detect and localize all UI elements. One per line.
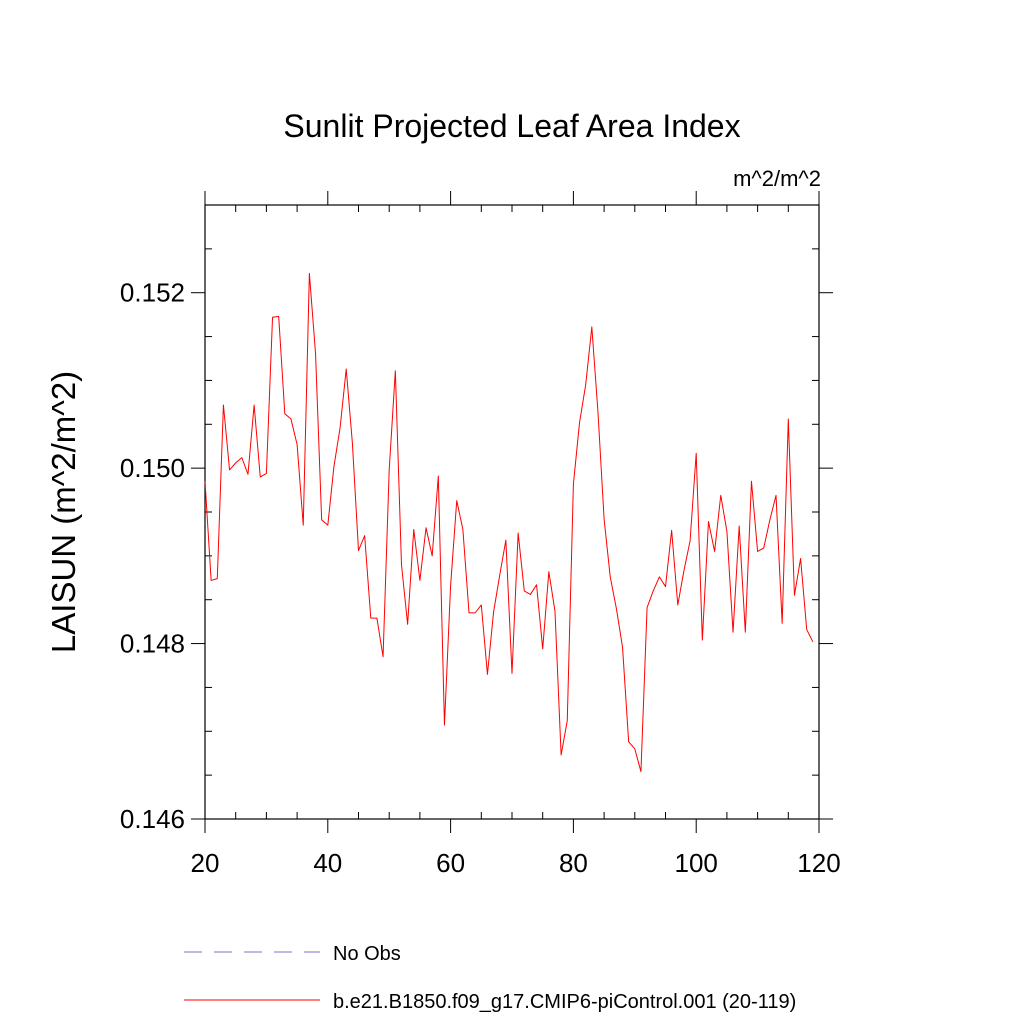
tick-labels: 20 40 60 80 100 120 0.146 0.148 0.150 0.152 [120,278,841,878]
legend: No Obs b.e21.B1850.f09_g17.CMIP6-piContro… [184,943,796,1013]
legend-label-2: b.e21.B1850.f09_g17.CMIP6-piControl.001 … [333,991,796,1013]
y-tick-label: 0.150 [120,453,185,483]
y-tick-label: 0.148 [120,629,185,659]
y-axis-label: LAISUN (m^2/m^2) [45,371,82,653]
units-label: m^2/m^2 [733,166,821,191]
y-tick-label: 0.146 [120,804,185,834]
x-tick-label: 60 [436,848,465,878]
chart-title: Sunlit Projected Leaf Area Index [283,108,740,144]
series-lines [204,272,814,773]
plot-frame [204,204,820,820]
x-tick-label: 120 [797,848,840,878]
series-line-2 [204,272,814,773]
legend-label-1: No Obs [333,943,401,965]
x-tick-label: 80 [559,848,588,878]
x-tick-label: 40 [313,848,342,878]
axis-ticks [191,191,833,833]
x-tick-label: 20 [191,848,220,878]
y-tick-label: 0.152 [120,278,185,308]
x-tick-label: 100 [675,848,718,878]
